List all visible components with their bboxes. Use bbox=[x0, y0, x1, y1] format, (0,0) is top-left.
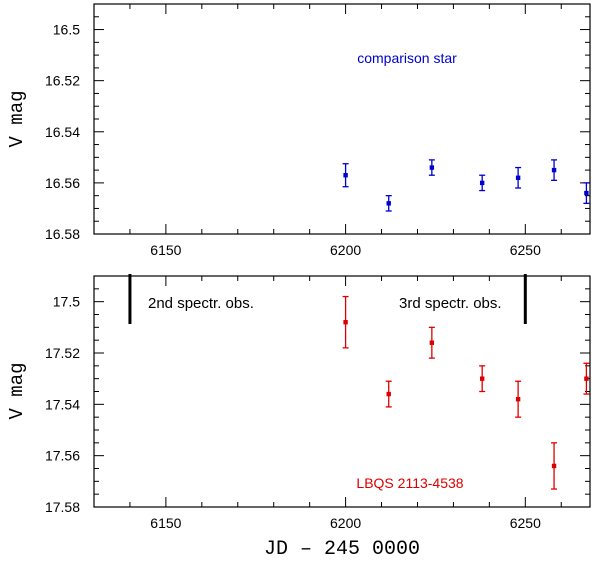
top-y-tick-label: 16.54 bbox=[45, 124, 80, 140]
top-y-axis-label: V mag bbox=[6, 90, 28, 147]
data-point bbox=[385, 195, 392, 212]
bottom-y-tick-label: 17.54 bbox=[45, 396, 80, 412]
top-y-tick-label: 16.52 bbox=[45, 73, 80, 89]
top-y-tick-label: 16.58 bbox=[45, 226, 80, 242]
top-panel-frame bbox=[93, 3, 591, 235]
point-marker bbox=[551, 167, 557, 173]
spectral-observation-markers bbox=[128, 274, 527, 324]
bottom-y-tick-label: 17.56 bbox=[45, 448, 80, 464]
point-marker bbox=[386, 391, 391, 397]
point-marker bbox=[479, 376, 485, 381]
data-point bbox=[583, 182, 590, 204]
x-axis-label: JD – 245 0000 bbox=[264, 538, 420, 561]
top-y-tick-label: 16.56 bbox=[45, 175, 80, 191]
point-marker bbox=[515, 397, 521, 402]
bottom-y-tick-label: 17.52 bbox=[45, 345, 80, 361]
top-x-tick-label: 6150 bbox=[150, 242, 181, 258]
data-point bbox=[479, 174, 486, 192]
point-marker bbox=[515, 175, 521, 180]
bottom-panel-tick-labels: 6150 6200 6250 17.5 17.52 17.54 17.56 17.58 bbox=[45, 294, 541, 531]
comparison-star-label: comparison star bbox=[357, 50, 457, 66]
bottom-panel-frame bbox=[93, 275, 591, 508]
data-point bbox=[551, 159, 558, 181]
point-marker bbox=[479, 180, 485, 186]
bottom-x-tick-label: 6200 bbox=[330, 515, 361, 531]
bottom-panel: 6150 6200 6250 17.5 17.52 17.54 17.56 17.58 V m… bbox=[6, 274, 591, 561]
data-point bbox=[583, 362, 590, 395]
lbqs-series bbox=[342, 295, 590, 490]
point-marker bbox=[551, 463, 557, 469]
data-point bbox=[428, 326, 435, 359]
top-x-tick-label: 6200 bbox=[330, 242, 361, 258]
bottom-y-tick-label: 17.5 bbox=[53, 294, 80, 310]
top-y-tick-label: 16.5 bbox=[53, 22, 80, 38]
bottom-x-tick-label: 6250 bbox=[510, 515, 541, 531]
point-marker bbox=[584, 376, 589, 381]
point-marker bbox=[386, 201, 391, 206]
point-marker bbox=[429, 165, 435, 170]
top-panel: 6150 6200 6250 16.5 16.52 16.54 16.56 16.58 V m… bbox=[6, 3, 591, 258]
top-x-tick-label: 6250 bbox=[510, 242, 541, 258]
second-spectrum-label: 2nd spectr. obs. bbox=[148, 295, 254, 312]
data-point bbox=[551, 442, 558, 490]
point-marker bbox=[343, 173, 348, 178]
data-point bbox=[515, 380, 522, 418]
data-point bbox=[428, 159, 435, 176]
data-point bbox=[342, 163, 349, 188]
bottom-y-tick-label: 17.58 bbox=[45, 499, 80, 515]
point-marker bbox=[343, 320, 348, 325]
top-panel-ticks bbox=[93, 3, 590, 235]
data-point bbox=[515, 166, 522, 189]
data-point bbox=[342, 295, 349, 349]
top-panel-tick-labels: 6150 6200 6250 16.5 16.52 16.54 16.56 16.58 bbox=[45, 22, 541, 258]
lbqs-label: LBQS 2113-4538 bbox=[356, 475, 463, 491]
data-point bbox=[385, 380, 392, 408]
bottom-panel-ticks bbox=[93, 275, 590, 508]
bottom-x-tick-label: 6150 bbox=[150, 515, 181, 531]
third-spectrum-label: 3rd spectr. obs. bbox=[399, 295, 502, 312]
point-marker bbox=[429, 340, 435, 345]
comparison-star-series bbox=[342, 159, 590, 212]
point-marker bbox=[584, 190, 589, 196]
bottom-y-axis-label: V mag bbox=[6, 362, 28, 419]
data-point bbox=[479, 365, 486, 393]
